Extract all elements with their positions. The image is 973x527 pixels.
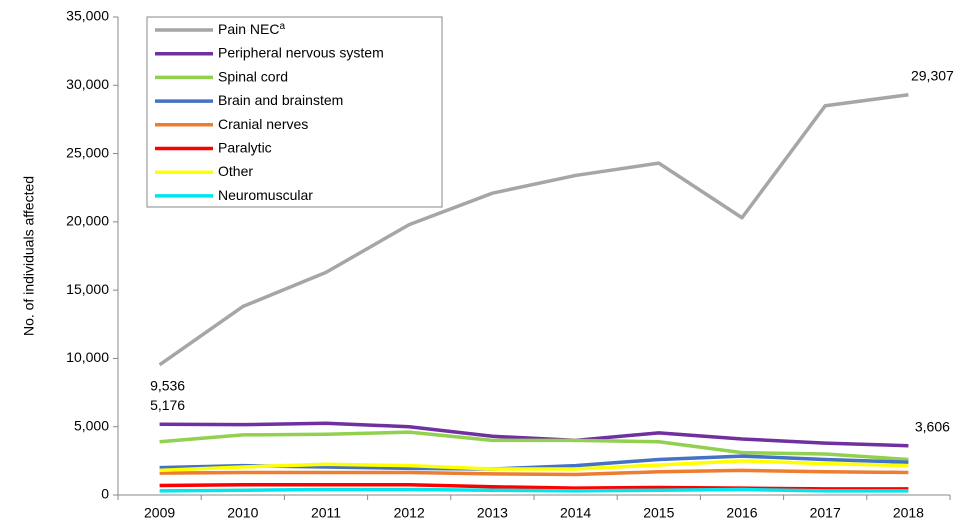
value-label: 3,606	[915, 418, 950, 434]
legend-label: Cranial nerves	[218, 116, 308, 132]
x-tick-label: 2011	[311, 505, 341, 521]
series-line	[159, 421, 909, 448]
y-tick-label: 10,000	[66, 349, 109, 365]
legend-label: Paralytic	[218, 139, 272, 155]
legend-box	[146, 16, 443, 208]
series-line	[159, 487, 909, 493]
legend-label-superscript: a	[279, 21, 285, 32]
x-tick-label: 2013	[477, 505, 508, 521]
y-tick-label: 35,000	[66, 8, 109, 24]
legend-label-text: Peripheral nervous system	[218, 44, 384, 60]
x-tick-label: 2014	[560, 505, 591, 521]
y-tick-label: 20,000	[66, 213, 109, 229]
x-tick-label: 2015	[643, 505, 674, 521]
legend-label-text: Cranial nerves	[218, 116, 308, 132]
legend-label-text: Pain NEC	[218, 21, 279, 37]
legend-label: Other	[218, 163, 253, 179]
series-line	[158, 93, 909, 367]
legend-label-text: Spinal cord	[218, 68, 288, 84]
legend-label-text: Other	[218, 163, 253, 179]
y-axis-title: No. of individuals affected	[21, 176, 37, 336]
value-label: 29,307	[911, 67, 954, 83]
legend-label: Pain NECa	[218, 21, 285, 37]
y-tick-label: 0	[101, 486, 109, 502]
y-tick-label: 5,000	[74, 417, 109, 433]
legend-label-text: Paralytic	[218, 139, 272, 155]
value-label: 5,176	[150, 397, 185, 413]
x-tick-label: 2009	[144, 505, 175, 521]
legend-label: Brain and brainstem	[218, 92, 343, 108]
series-line	[159, 430, 909, 462]
x-tick-label: 2012	[394, 505, 425, 521]
x-tick-label: 2010	[227, 505, 258, 521]
value-label: 9,536	[150, 377, 185, 393]
x-tick-label: 2017	[810, 505, 841, 521]
legend-label: Neuromuscular	[218, 187, 313, 203]
y-tick-label: 15,000	[66, 281, 109, 297]
legend-label-text: Brain and brainstem	[218, 92, 343, 108]
legend-label-text: Neuromuscular	[218, 187, 313, 203]
x-tick-label: 2018	[893, 505, 924, 521]
series-line	[159, 459, 909, 473]
y-tick-label: 25,000	[66, 144, 109, 160]
legend-label: Peripheral nervous system	[218, 44, 384, 60]
y-tick-label: 30,000	[66, 76, 109, 92]
legend-label: Spinal cord	[218, 68, 288, 84]
series-line	[159, 468, 909, 477]
x-tick-label: 2016	[726, 505, 757, 521]
